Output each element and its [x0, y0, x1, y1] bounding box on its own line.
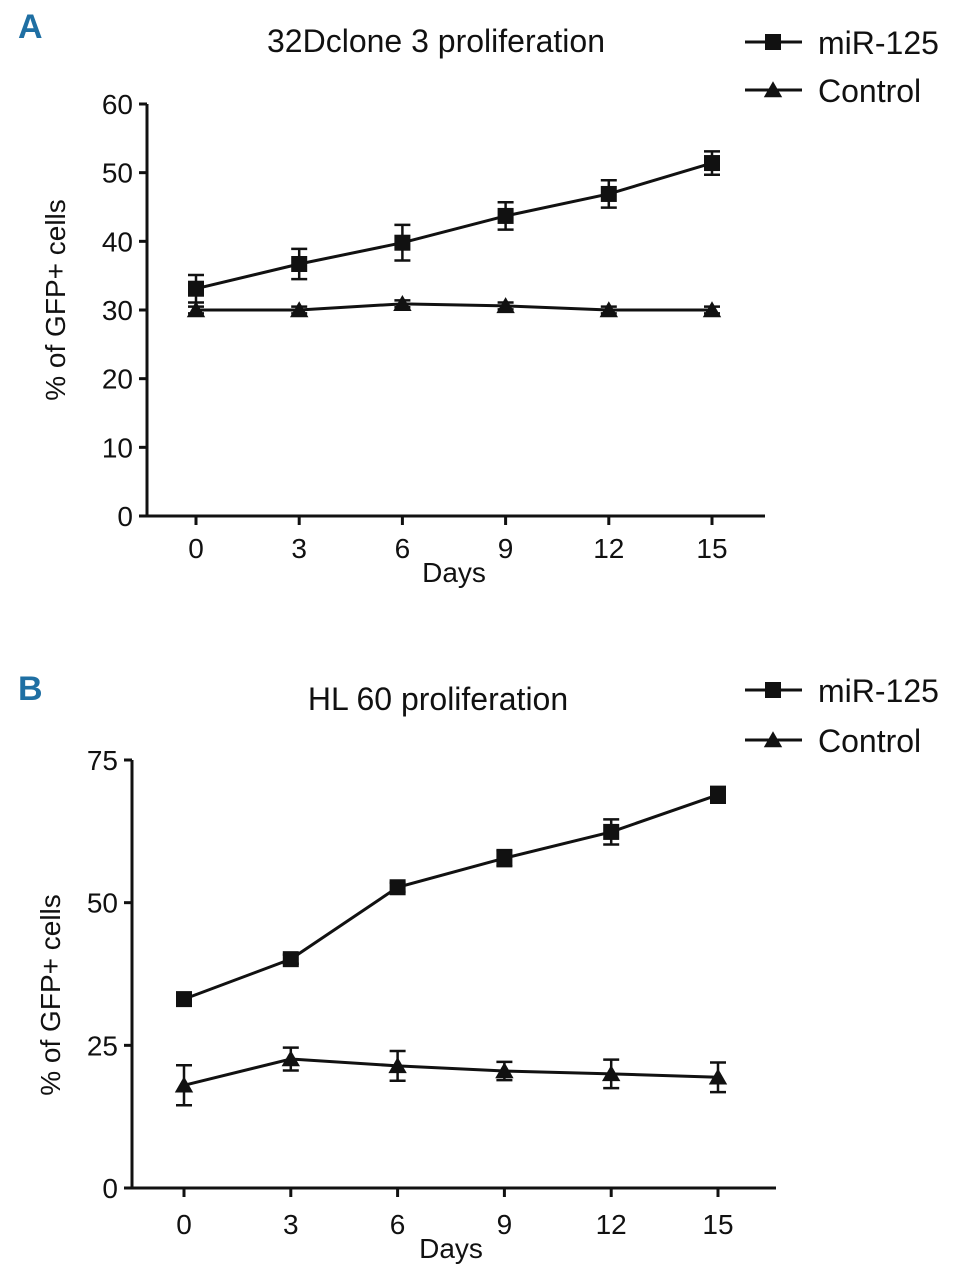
series-line	[195, 161, 713, 291]
y-tick-label: 20	[102, 364, 133, 395]
data-point	[176, 991, 192, 1008]
data-point	[708, 1068, 728, 1085]
y-tick-label: 75	[87, 745, 118, 776]
series-control	[186, 295, 722, 318]
series-control	[174, 1046, 728, 1107]
data-point	[710, 786, 726, 803]
chart-title: HL 60 proliferation	[308, 681, 568, 717]
data-point	[188, 280, 204, 297]
data-point	[282, 951, 299, 968]
data-point	[388, 1057, 407, 1074]
data-point	[599, 301, 618, 318]
x-tick-label: 15	[696, 533, 727, 564]
legend-label: miR-125	[818, 673, 939, 709]
series-mir-125	[188, 150, 720, 304]
x-tick-label: 3	[283, 1209, 299, 1240]
legend-item: miR-125	[745, 25, 939, 61]
legend-item: miR-125	[745, 673, 939, 709]
y-tick-label: 60	[102, 89, 133, 120]
x-tick-label: 15	[702, 1209, 733, 1240]
data-point	[497, 207, 514, 224]
data-point	[495, 1062, 514, 1079]
panel-label: A	[18, 8, 43, 46]
data-point	[291, 255, 308, 272]
y-tick-label: 10	[102, 432, 133, 463]
x-tick-label: 9	[497, 1209, 513, 1240]
series-line	[183, 793, 719, 1001]
panel-label: B	[18, 670, 43, 708]
legend-item: Control	[745, 73, 921, 109]
legend-marker	[763, 731, 783, 748]
data-point	[281, 1050, 300, 1067]
data-point	[702, 301, 722, 318]
data-point	[174, 1076, 194, 1093]
x-axis-label: Days	[419, 1233, 483, 1264]
legend-label: miR-125	[818, 25, 939, 61]
y-tick-label: 50	[87, 888, 118, 919]
legend-label: Control	[818, 73, 921, 109]
chart-panel-A: A 32Dclone 3 proliferation 0 10 20 30 40 50 60 0 3…	[18, 8, 939, 588]
legend-item: Control	[745, 723, 921, 759]
x-tick-label: 6	[390, 1209, 406, 1240]
legend-marker	[765, 34, 781, 50]
chart-panel-B: B HL 60 proliferation 0 25 50 75 0 3 6 9 12 15 Days%…	[18, 670, 939, 1264]
x-axis-label: Days	[422, 557, 486, 588]
data-point	[496, 850, 513, 867]
x-tick-label: 9	[498, 533, 514, 564]
legend-marker	[763, 81, 783, 98]
legend-label: Control	[818, 723, 921, 759]
y-tick-label: 0	[102, 1173, 118, 1204]
series-line	[183, 1057, 719, 1087]
data-point	[394, 234, 411, 251]
y-axis-label: % of GFP+ cells	[35, 894, 66, 1096]
series-line	[196, 302, 712, 312]
x-tick-label: 12	[596, 1209, 627, 1240]
y-axis-label: % of GFP+ cells	[40, 199, 71, 401]
data-point	[389, 879, 406, 896]
y-tick-label: 30	[102, 295, 133, 326]
y-tick-label: 40	[102, 226, 133, 257]
data-point	[600, 185, 617, 202]
data-point	[290, 301, 309, 318]
x-tick-label: 12	[593, 533, 624, 564]
data-point	[496, 297, 515, 314]
data-point	[603, 823, 620, 840]
y-tick-label: 0	[117, 501, 133, 532]
data-point	[704, 155, 720, 172]
series-mir-125	[176, 785, 726, 1008]
y-tick-label: 25	[87, 1030, 118, 1061]
x-tick-label: 0	[188, 533, 204, 564]
x-tick-label: 6	[395, 533, 411, 564]
data-point	[393, 295, 412, 312]
x-tick-label: 3	[291, 533, 307, 564]
data-point	[602, 1065, 621, 1082]
x-tick-label: 0	[176, 1209, 192, 1240]
legend-marker	[765, 682, 781, 698]
data-point	[186, 301, 206, 318]
y-tick-label: 50	[102, 158, 133, 189]
chart-title: 32Dclone 3 proliferation	[267, 23, 605, 59]
